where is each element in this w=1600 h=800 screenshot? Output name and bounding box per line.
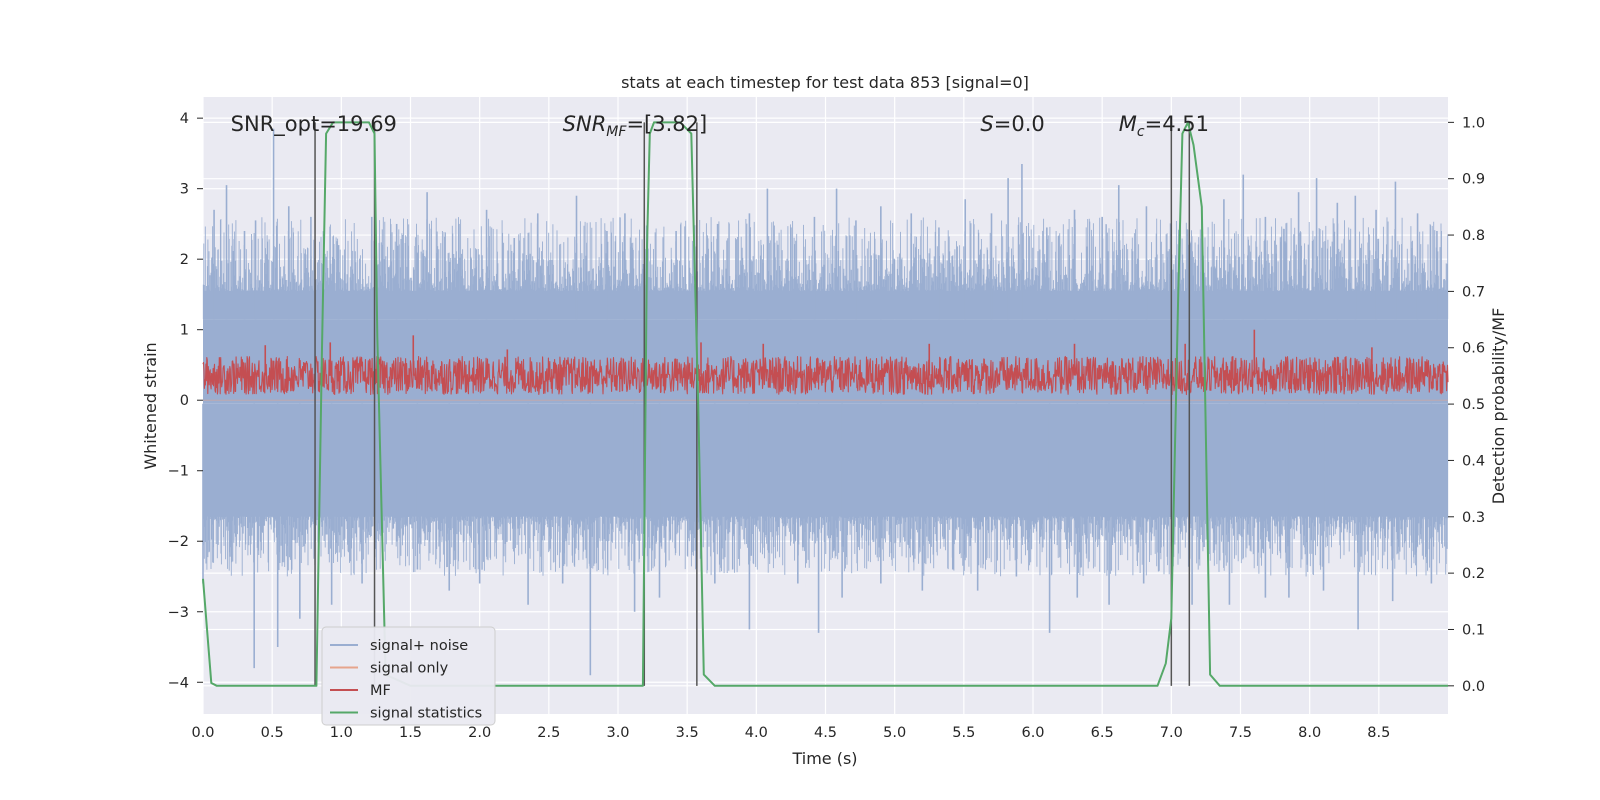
chart-title: stats at each timestep for test data 853… [621, 73, 1029, 92]
y2-tick-label: 0.0 [1462, 679, 1485, 695]
x-tick-label: 5.0 [883, 725, 906, 741]
y-tick-label: 0 [180, 393, 189, 409]
x-tick-label: 2.0 [468, 725, 491, 741]
annotation: SNR_opt=19.69 [231, 112, 397, 137]
y2-tick-label: 0.1 [1462, 622, 1485, 638]
y-tick-label: −3 [168, 605, 189, 621]
y2-tick-label: 0.4 [1462, 453, 1485, 469]
x-tick-label: 7.5 [1229, 725, 1252, 741]
legend-label: signal statistics [370, 706, 482, 722]
x-tick-label: 1.0 [330, 725, 353, 741]
y-tick-label: 2 [180, 252, 189, 268]
x-tick-label: 6.0 [1021, 725, 1044, 741]
y2-tick-label: 0.6 [1462, 341, 1485, 357]
y-tick-label: −4 [168, 675, 189, 691]
series-signal-statistics [202, 121, 1448, 687]
tick-labels: 0.0 0.5 1.0 1.5 2.0 2.5 3.0 3.5 4.0 4.5 5.0 5.5 6.0 6… [168, 111, 1485, 741]
y2-tick-label: 1.0 [1462, 115, 1485, 131]
y2-tick-label: 0.7 [1462, 284, 1485, 300]
y-axis-label: Whitened strain [141, 342, 160, 469]
series-mf [202, 329, 1449, 396]
mf-trace [202, 355, 1449, 396]
annotation: Mc=4.51 [1119, 112, 1209, 140]
y-tick-label: 1 [180, 323, 189, 339]
y-tick-label: 3 [180, 182, 189, 198]
x-tick-label: 8.5 [1367, 725, 1390, 741]
annotation: SNRMF=[3.82] [563, 112, 708, 140]
legend-label: MF [370, 683, 391, 699]
signal-statistics-line [202, 121, 1448, 687]
x-tick-label: 4.5 [814, 725, 837, 741]
y2-axis-label: Detection probability/MF [1489, 308, 1508, 505]
y2-tick-label: 0.5 [1462, 397, 1485, 413]
y-tick-label: 4 [180, 111, 189, 127]
y2-tick-label: 0.8 [1462, 228, 1485, 244]
x-tick-label: 1.5 [399, 725, 422, 741]
x-tick-label: 3.0 [606, 725, 629, 741]
y-tick-label: −1 [168, 464, 189, 480]
legend-label: signal only [370, 661, 449, 677]
x-tick-label: 0.5 [261, 725, 284, 741]
y2-tick-label: 0.3 [1462, 510, 1485, 526]
annotation: S=0.0 [980, 112, 1044, 136]
legend-box [321, 626, 496, 726]
x-tick-label: 6.5 [1091, 725, 1114, 741]
x-tick-label: 8.0 [1298, 725, 1321, 741]
legend-label: signal+ noise [370, 638, 468, 654]
x-tick-label: 4.0 [745, 725, 768, 741]
x-axis-label: Time (s) [791, 749, 857, 768]
annotations: SNR_opt=19.69 SNRMF=[3.82] S=0.0 Mc=4.51 [231, 112, 1209, 140]
y2-tick-label: 0.9 [1462, 172, 1485, 188]
y2-tick-label: 0.2 [1462, 566, 1485, 582]
y-tick-label: −2 [168, 534, 189, 550]
x-tick-label: 0.0 [191, 725, 214, 741]
x-tick-label: 3.5 [676, 725, 699, 741]
legend: signal+ noise signal only MF signal statist… [321, 626, 496, 726]
x-tick-label: 7.0 [1160, 725, 1183, 741]
x-tick-label: 2.5 [537, 725, 560, 741]
x-tick-label: 5.5 [952, 725, 975, 741]
